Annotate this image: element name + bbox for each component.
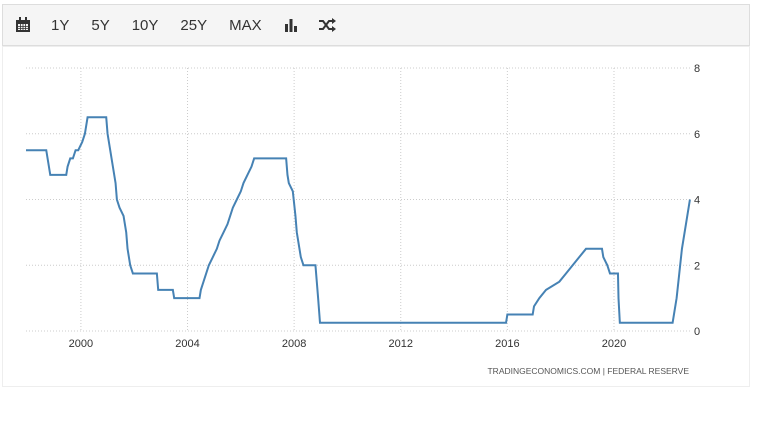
range-button[interactable]: 10Y: [131, 16, 159, 34]
bar-chart-icon[interactable]: [284, 18, 298, 32]
y-tick-label: 6: [694, 129, 700, 141]
line: [26, 116, 691, 324]
y-tick-label: 8: [694, 63, 700, 75]
toolbar: 1Y 5Y 10Y 25Y MAX: [2, 4, 750, 46]
x-tick-label: 2016: [495, 338, 519, 350]
range-button[interactable]: 1Y: [51, 16, 70, 34]
x-tick-label: 2004: [175, 338, 199, 350]
y-tick-label: 2: [694, 260, 700, 272]
y-tick-label: 0: [694, 326, 700, 338]
source: TRADINGECONOMICS.COM | FEDERAL RESERVE: [487, 366, 689, 376]
x-tick-label: 2000: [69, 338, 93, 350]
chart-container: TRADINGECONOMICS.COM | FEDERAL RESERVE 0…: [2, 46, 750, 387]
y-tick-label: 4: [694, 195, 700, 207]
calendar-icon[interactable]: [15, 17, 31, 33]
shuffle-icon[interactable]: [318, 18, 336, 32]
chart: TRADINGECONOMICS.COM | FEDERAL RESERVE 0…: [26, 63, 700, 376]
x-tick-label: 2012: [389, 338, 413, 350]
range-button[interactable]: MAX: [229, 16, 262, 34]
x-tick-label: 2020: [602, 338, 626, 350]
range-button[interactable]: 25Y: [180, 16, 208, 34]
range-button[interactable]: 5Y: [91, 16, 110, 34]
x-tick-label: 2008: [282, 338, 306, 350]
